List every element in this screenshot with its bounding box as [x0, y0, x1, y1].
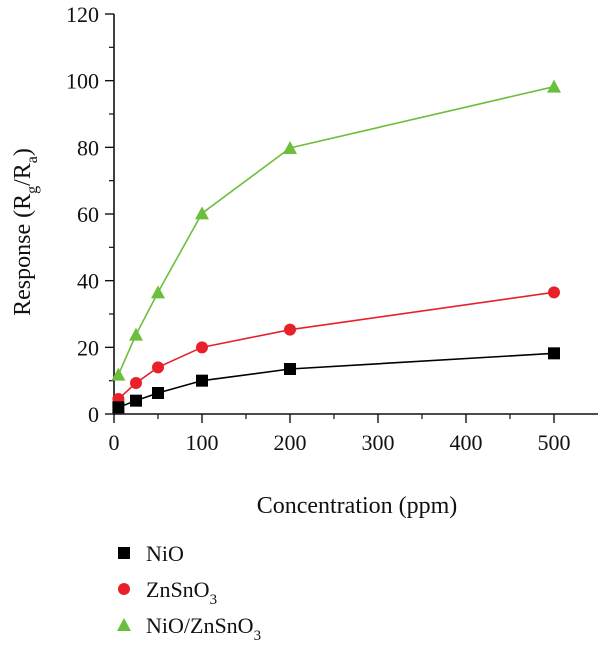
x-tick-label: 300	[362, 430, 395, 455]
series-line-triangle	[117, 85, 555, 375]
legend-marker-triangle	[117, 618, 131, 631]
legend-label-text: NiO	[146, 541, 184, 566]
y-axis-title: Response (Rg/Ra)	[10, 148, 41, 316]
legend-marker-circle	[118, 583, 130, 595]
legend-label-text: ZnSnO	[146, 577, 210, 602]
data-point-square	[130, 394, 142, 407]
legend-label-subscript: 3	[254, 628, 262, 644]
data-point-square	[152, 387, 164, 399]
x-tick-label: 0	[109, 430, 120, 455]
legend-label-subscript: 3	[210, 592, 218, 608]
data-point-triangle	[547, 79, 561, 93]
data-point-triangle	[129, 327, 143, 341]
y-axis-title-main: Response (R	[10, 194, 36, 316]
x-tick-label: 500	[538, 430, 571, 455]
x-tick-label: 400	[450, 430, 483, 455]
legend-marker-square	[118, 547, 130, 559]
data-point-square	[548, 347, 560, 360]
x-axis-title: Concentration (ppm)	[257, 493, 458, 519]
data-point-circle	[548, 286, 560, 299]
data-point-triangle	[151, 285, 165, 299]
y-tick-label: 40	[77, 269, 99, 294]
series-line-circle	[117, 291, 555, 400]
data-point-circle	[196, 341, 208, 354]
y-axis-title-sub-g: g	[24, 186, 41, 194]
y-axis: 0 20 40 60 80 100 120	[66, 2, 114, 427]
legend-label-square: NiO	[146, 541, 184, 566]
series-line-square	[118, 352, 555, 409]
data-point-circle	[130, 377, 142, 389]
y-tick-label: 80	[77, 135, 99, 160]
data-point-square	[112, 401, 125, 414]
x-tick-label: 100	[186, 430, 219, 455]
data-point-triangle	[111, 367, 126, 381]
y-axis-title-mid: /R	[10, 163, 36, 186]
y-axis-title-sub-a: a	[24, 156, 41, 163]
data-point-circle	[284, 323, 296, 336]
y-tick-label: 20	[77, 335, 99, 360]
x-axis: 0 100 200 300 400 500	[109, 414, 571, 455]
x-tick-label: 200	[274, 430, 307, 455]
series-layer	[111, 79, 561, 414]
y-axis-title-end: )	[10, 148, 36, 156]
data-point-triangle	[283, 141, 297, 154]
y-tick-label: 120	[66, 2, 99, 27]
data-point-square	[196, 374, 208, 387]
data-point-triangle	[195, 206, 209, 220]
legend-label-circle: ZnSnO3	[146, 577, 217, 608]
legend-label-triangle: NiO/ZnSnO3	[146, 613, 261, 644]
data-point-square	[284, 363, 296, 375]
y-tick-label: 60	[77, 202, 99, 227]
legend-label-text: NiO/ZnSnO	[146, 613, 254, 638]
data-point-circle	[152, 361, 164, 374]
y-tick-label: 100	[66, 69, 99, 94]
y-tick-label: 0	[88, 402, 99, 427]
